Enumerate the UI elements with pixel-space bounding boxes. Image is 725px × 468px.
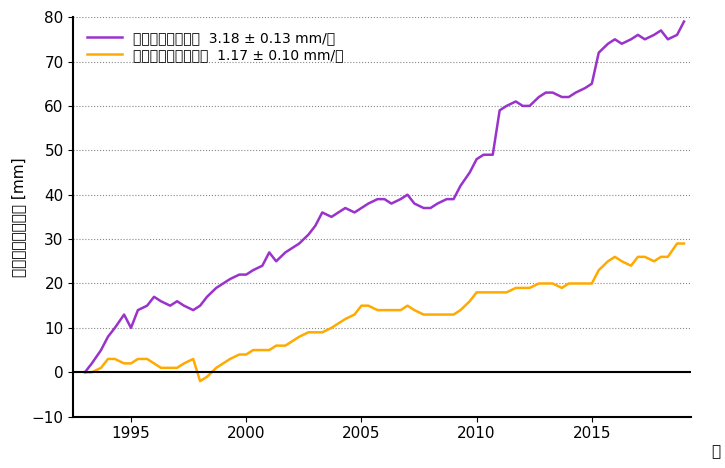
熱膨張による変化量  1.17 ± 0.10 mm/年 (249, 347, 257, 353)
熱膨張による変化量  1.17 ± 0.10 mm/年 (235, 352, 244, 358)
熱膨張による変化量  1.17 ± 0.10 mm/年 (526, 285, 534, 291)
熱膨張による変化量  1.17 ± 0.10 mm/年 (327, 325, 336, 331)
熱膨張による変化量  1.17 ± 0.10 mm/年 (673, 241, 682, 246)
Legend: 衛星による観測値  3.18 ± 0.13 mm/年, 熱膨張による変化量  1.17 ± 0.10 mm/年: 衛星による観測値 3.18 ± 0.13 mm/年, 熱膨張による変化量 1.1… (80, 24, 351, 69)
熱膨張による変化量  1.17 ± 0.10 mm/年 (433, 312, 442, 317)
熱膨張による変化量  1.17 ± 0.10 mm/年 (80, 369, 89, 375)
Line: 衛星による観測値  3.18 ± 0.13 mm/年: 衛星による観測値 3.18 ± 0.13 mm/年 (85, 22, 684, 372)
衛星による観測値  3.18 ± 0.13 mm/年 (327, 214, 336, 219)
衛星による観測値  3.18 ± 0.13 mm/年 (679, 19, 688, 24)
熱膨張による変化量  1.17 ± 0.10 mm/年 (334, 321, 343, 326)
熱膨張による変化量  1.17 ± 0.10 mm/年 (196, 378, 204, 384)
衛星による観測値  3.18 ± 0.13 mm/年 (518, 103, 527, 109)
Y-axis label: 海面水位の変化量 [mm]: 海面水位の変化量 [mm] (11, 157, 26, 277)
熱膨張による変化量  1.17 ± 0.10 mm/年 (679, 241, 688, 246)
Line: 熱膨張による変化量  1.17 ± 0.10 mm/年: 熱膨張による変化量 1.17 ± 0.10 mm/年 (85, 243, 684, 381)
衛星による観測値  3.18 ± 0.13 mm/年 (242, 272, 251, 278)
X-axis label: 年: 年 (711, 445, 720, 460)
衛星による観測値  3.18 ± 0.13 mm/年 (225, 276, 234, 282)
衛星による観測値  3.18 ± 0.13 mm/年 (318, 210, 326, 215)
衛星による観測値  3.18 ± 0.13 mm/年 (426, 205, 435, 211)
衛星による観測値  3.18 ± 0.13 mm/年 (80, 369, 89, 375)
